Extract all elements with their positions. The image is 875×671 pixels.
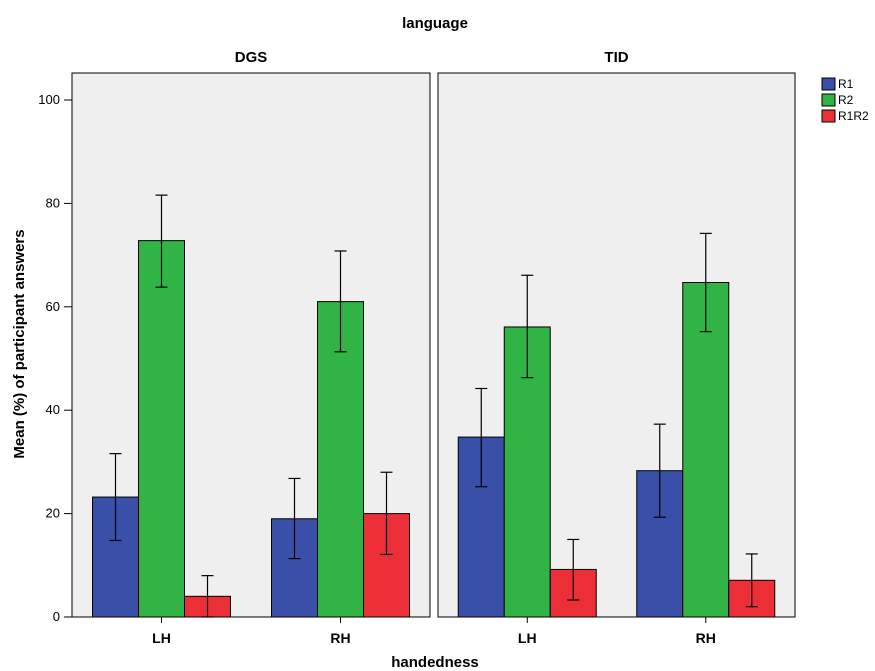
x-axis-label: handedness — [391, 654, 479, 671]
chart-title: language — [402, 15, 468, 32]
y-axis-label: Mean (%) of participant answers — [11, 229, 28, 458]
legend-label-R1R2: R1R2 — [838, 109, 869, 123]
x-tick-label-DGS-LH: LH — [152, 630, 171, 646]
legend-label-R2: R2 — [838, 93, 854, 107]
bar-DGS-RH-R2 — [317, 301, 364, 618]
y-tick-label-20: 20 — [46, 506, 60, 521]
panel-title-DGS: DGS — [235, 49, 268, 66]
y-tick-label-100: 100 — [38, 92, 60, 107]
legend-swatch-R2 — [821, 93, 836, 107]
legend-swatch-R1 — [821, 77, 836, 91]
y-tick-label-0: 0 — [53, 609, 60, 624]
x-tick-label-DGS-RH: RH — [330, 630, 350, 646]
legend-label-R1: R1 — [838, 77, 854, 91]
y-tick-label-40: 40 — [46, 402, 60, 417]
panel-title-TID: TID — [604, 49, 628, 66]
bar-DGS-LH-R2 — [138, 240, 185, 618]
bar-TID-RH-R2 — [682, 282, 730, 618]
x-tick-label-TID-LH: LH — [518, 630, 537, 646]
x-tick-label-TID-RH: RH — [696, 630, 716, 646]
legend-swatch-R1R2 — [821, 109, 836, 123]
y-tick-label-80: 80 — [46, 195, 60, 210]
y-tick-label-60: 60 — [46, 299, 60, 314]
panels-group: 0 20 40 60 80 100 DGS LH RH TID LH RH — [38, 49, 796, 646]
